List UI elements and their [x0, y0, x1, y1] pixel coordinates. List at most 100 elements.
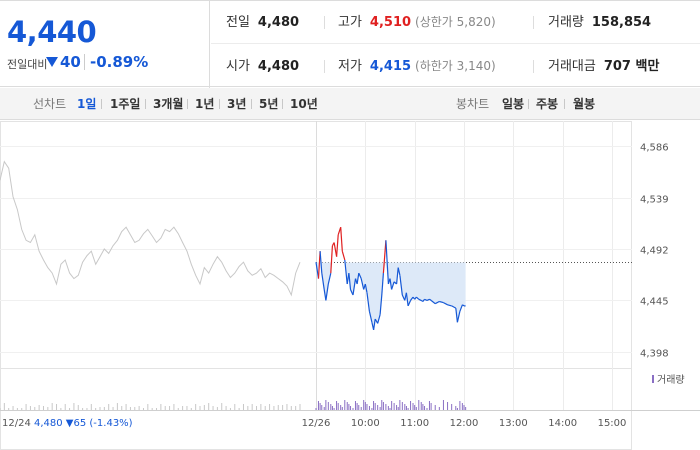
- x-tick-label: 10:00: [351, 418, 380, 429]
- stat-value: 4,480: [257, 15, 300, 30]
- today-line-segment: [336, 234, 339, 257]
- today-line-segment: [459, 304, 463, 312]
- divider: [533, 16, 534, 29]
- tab-weekly-candle[interactable]: 주봉: [536, 97, 559, 111]
- x-tick-label: 13:00: [499, 418, 528, 429]
- tab-1d[interactable]: 1일: [77, 97, 97, 111]
- today-line-segment: [385, 240, 389, 285]
- stat-label: 전일: [226, 15, 250, 30]
- today-line-segment: [434, 300, 440, 305]
- today-line-segment: [358, 272, 362, 279]
- x-tick-label: 15:00: [598, 418, 627, 429]
- divider: [101, 99, 102, 109]
- tab-3m[interactable]: 3개월: [153, 97, 184, 111]
- today-line-segment: [396, 267, 399, 285]
- stats-table: 전일 4,480 고가 4,510 (상한가 5,820) 거래량 158,854 시가…: [211, 1, 700, 88]
- prior-day-series: [0, 160, 301, 297]
- price-change: 40: [46, 53, 81, 71]
- today-line-segment: [447, 304, 452, 307]
- candle-chart-label: 봉차트: [456, 97, 490, 111]
- today-line-segment: [348, 273, 352, 290]
- x-tick-label: 11:00: [400, 418, 429, 429]
- tab-1w[interactable]: 1주일: [110, 97, 141, 111]
- today-line-segment: [382, 240, 387, 274]
- today-line-segment: [426, 298, 430, 301]
- today-line-segment: [462, 304, 465, 307]
- price-box: 4,440 전일대비 40 -0.89%: [0, 1, 210, 88]
- stat-label: 시가: [226, 59, 250, 74]
- today-line-segment: [397, 267, 401, 276]
- price-change-percent: -0.89%: [90, 53, 149, 71]
- chart-tab-bar: 선차트 1일 1주일 3개월 1년 3년 5년 10년 봉차트 일봉 주봉 월봉: [0, 88, 700, 120]
- tab-monthly-candle[interactable]: 월봉: [573, 97, 596, 111]
- stat-label: 거래대금: [548, 59, 596, 74]
- today-line-segment: [389, 278, 393, 290]
- y-tick-label: 4,586: [640, 143, 669, 154]
- today-line-segment: [373, 318, 376, 330]
- prior-day-summary: 4,480 ▼65 (-1.43%): [34, 418, 133, 429]
- stat-value: 158,854: [591, 15, 652, 30]
- divider: [84, 54, 85, 70]
- divider: [187, 99, 188, 109]
- today-line-segment: [381, 273, 384, 296]
- divider: [251, 99, 252, 109]
- current-price: 4,440: [7, 15, 97, 49]
- today-line-segment: [407, 300, 412, 307]
- stat-value: 4,415: [369, 59, 412, 74]
- tab-1y[interactable]: 1년: [195, 97, 215, 111]
- x-tick-label: 14:00: [548, 418, 577, 429]
- today-line-segment: [325, 283, 329, 301]
- today-line-segment: [418, 298, 422, 301]
- today-line-segment: [352, 278, 357, 296]
- today-line-segment: [327, 272, 332, 285]
- volume-bars: [0, 400, 467, 410]
- today-line-segment: [443, 302, 448, 306]
- stat-label: 고가: [338, 15, 362, 30]
- today-line-segment: [360, 278, 365, 290]
- volume-legend-icon: [652, 375, 654, 383]
- stat-value: 707 백만: [603, 59, 660, 74]
- today-line-segment: [430, 299, 436, 305]
- today-line-segment: [379, 294, 383, 315]
- stat-value: 4,510: [369, 15, 412, 30]
- price-change-value: 40: [60, 53, 81, 71]
- today-line-segment: [364, 283, 368, 293]
- price-chart: 4,586 4,539 4,492 4,445 4,398 12/26 10:00 11:00…: [0, 121, 700, 450]
- tab-10y[interactable]: 10년: [290, 97, 318, 111]
- line-chart-label: 선차트: [33, 97, 67, 111]
- today-line-segment: [330, 245, 333, 274]
- y-tick-label: 4,445: [640, 297, 669, 308]
- today-line-segment: [317, 251, 321, 279]
- divider: [564, 99, 565, 109]
- today-line-segment: [429, 298, 432, 301]
- today-line-segment: [415, 296, 420, 300]
- today-line-segment: [319, 251, 323, 274]
- x-tick-label: 12:00: [450, 418, 479, 429]
- today-line-segment: [399, 275, 403, 296]
- stat-label: 거래량: [548, 15, 584, 30]
- divider: [145, 99, 146, 109]
- divider: [282, 99, 283, 109]
- chart-axes: 4,586 4,539 4,492 4,445 4,398 12/26 10:00 11:00…: [2, 143, 685, 430]
- divider: [219, 99, 220, 109]
- stat-open: 시가 4,480: [226, 45, 299, 88]
- volume-legend-label: 거래량: [657, 374, 685, 386]
- stat-sub: (하한가 3,140): [415, 59, 496, 73]
- quote-panel: 4,440 전일대비 40 -0.89% 전일 4,480 고가 4,510 (상한가…: [0, 0, 700, 88]
- stat-high: 고가 4,510 (상한가 5,820): [338, 1, 496, 44]
- prior-day-label: 12/24: [2, 418, 31, 429]
- stat-prev-close: 전일 4,480: [226, 1, 299, 44]
- divider: [528, 99, 529, 109]
- tab-5y[interactable]: 5년: [259, 97, 279, 111]
- below-close-area: [316, 262, 466, 330]
- today-line-segment: [422, 298, 425, 302]
- today-line-segment: [377, 314, 381, 324]
- today-line-segment: [356, 273, 360, 285]
- stat-low: 저가 4,415 (하한가 3,140): [338, 45, 496, 88]
- tab-daily-candle[interactable]: 일봉: [502, 97, 525, 111]
- today-line-segment: [424, 298, 428, 301]
- tab-3y[interactable]: 3년: [227, 97, 247, 111]
- x-tick-label: 12/26: [302, 418, 331, 429]
- today-line-segment: [368, 311, 373, 323]
- today-line-segment: [439, 300, 444, 304]
